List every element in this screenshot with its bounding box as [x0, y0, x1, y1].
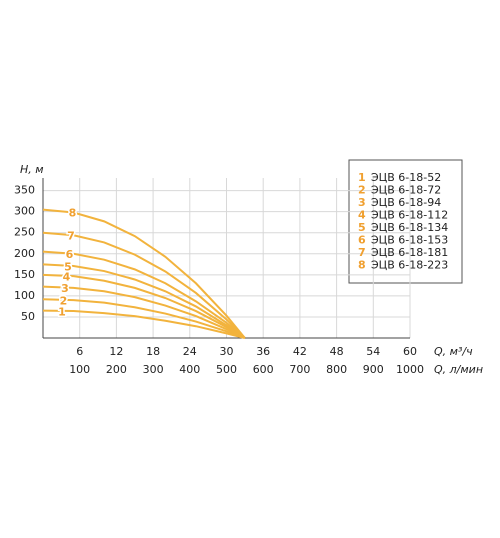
legend-label: ЭЦВ 6-18-94	[371, 196, 441, 209]
x-tick-label: 36	[256, 345, 270, 358]
curve	[42, 250, 246, 339]
legend-number: 5	[358, 221, 366, 234]
curve	[42, 298, 246, 339]
curve-label: 4	[63, 271, 71, 284]
x2-tick-label: 1000	[396, 363, 424, 376]
legend-label: ЭЦВ 6-18-223	[371, 259, 448, 272]
legend-number: 1	[358, 171, 366, 184]
x-tick-label: 12	[109, 345, 123, 358]
legend-label: ЭЦВ 6-18-52	[371, 171, 441, 184]
y-tick-label: 200	[14, 247, 35, 260]
x2-tick-label: 900	[363, 363, 384, 376]
legend-label: ЭЦВ 6-18-134	[371, 221, 448, 234]
x2-tick-label: 600	[253, 363, 274, 376]
x-tick-label: 48	[330, 345, 344, 358]
x2-axis-label: Q, л/мин	[434, 363, 483, 376]
x-tick-label: 24	[183, 345, 197, 358]
curve-label: 6	[66, 248, 74, 261]
legend-label: ЭЦВ 6-18-153	[371, 234, 448, 247]
x-tick-label: 18	[146, 345, 160, 358]
legend-number: 7	[358, 246, 366, 259]
curve	[42, 231, 246, 339]
y-tick-label: 100	[14, 289, 35, 302]
x-axis-label: Q, м³/ч	[434, 345, 473, 358]
y-tick-label: 300	[14, 205, 35, 218]
legend-box	[348, 159, 463, 284]
x-tick-label: 30	[220, 345, 234, 358]
legend-number: 4	[358, 209, 366, 222]
y-tick-label: 150	[14, 268, 35, 281]
x2-tick-label: 500	[216, 363, 237, 376]
curve	[42, 309, 246, 339]
legend-number: 3	[358, 196, 366, 209]
curve-label: 7	[67, 230, 75, 243]
legend-label: ЭЦВ 6-18-72	[371, 184, 441, 197]
y-tick-label: 250	[14, 226, 35, 239]
curve	[42, 285, 246, 339]
curve	[42, 208, 246, 339]
legend-number: 2	[358, 184, 366, 197]
y-axis-label: H, м	[20, 163, 44, 176]
curve	[42, 273, 246, 339]
curve-label: 1	[58, 306, 66, 319]
x2-tick-label: 200	[106, 363, 127, 376]
legend-label: ЭЦВ 6-18-112	[371, 209, 448, 222]
legend-number: 8	[358, 259, 366, 272]
x-tick-label: 6	[76, 345, 83, 358]
x2-tick-label: 800	[326, 363, 347, 376]
y-tick-label: 350	[14, 184, 35, 197]
curve	[42, 263, 246, 339]
x-tick-label: 54	[366, 345, 380, 358]
curve-label: 3	[61, 282, 69, 295]
x-tick-label: 42	[293, 345, 307, 358]
x2-tick-label: 400	[179, 363, 200, 376]
x2-tick-label: 100	[69, 363, 90, 376]
y-tick-label: 50	[21, 310, 35, 323]
x2-tick-label: 300	[143, 363, 164, 376]
curve-label: 5	[64, 261, 72, 274]
legend-number: 6	[358, 234, 366, 247]
x2-tick-label: 700	[289, 363, 310, 376]
curve-label: 8	[69, 207, 77, 220]
curve-label: 2	[60, 295, 68, 308]
x-tick-label: 60	[403, 345, 417, 358]
legend-label: ЭЦВ 6-18-181	[371, 246, 448, 259]
